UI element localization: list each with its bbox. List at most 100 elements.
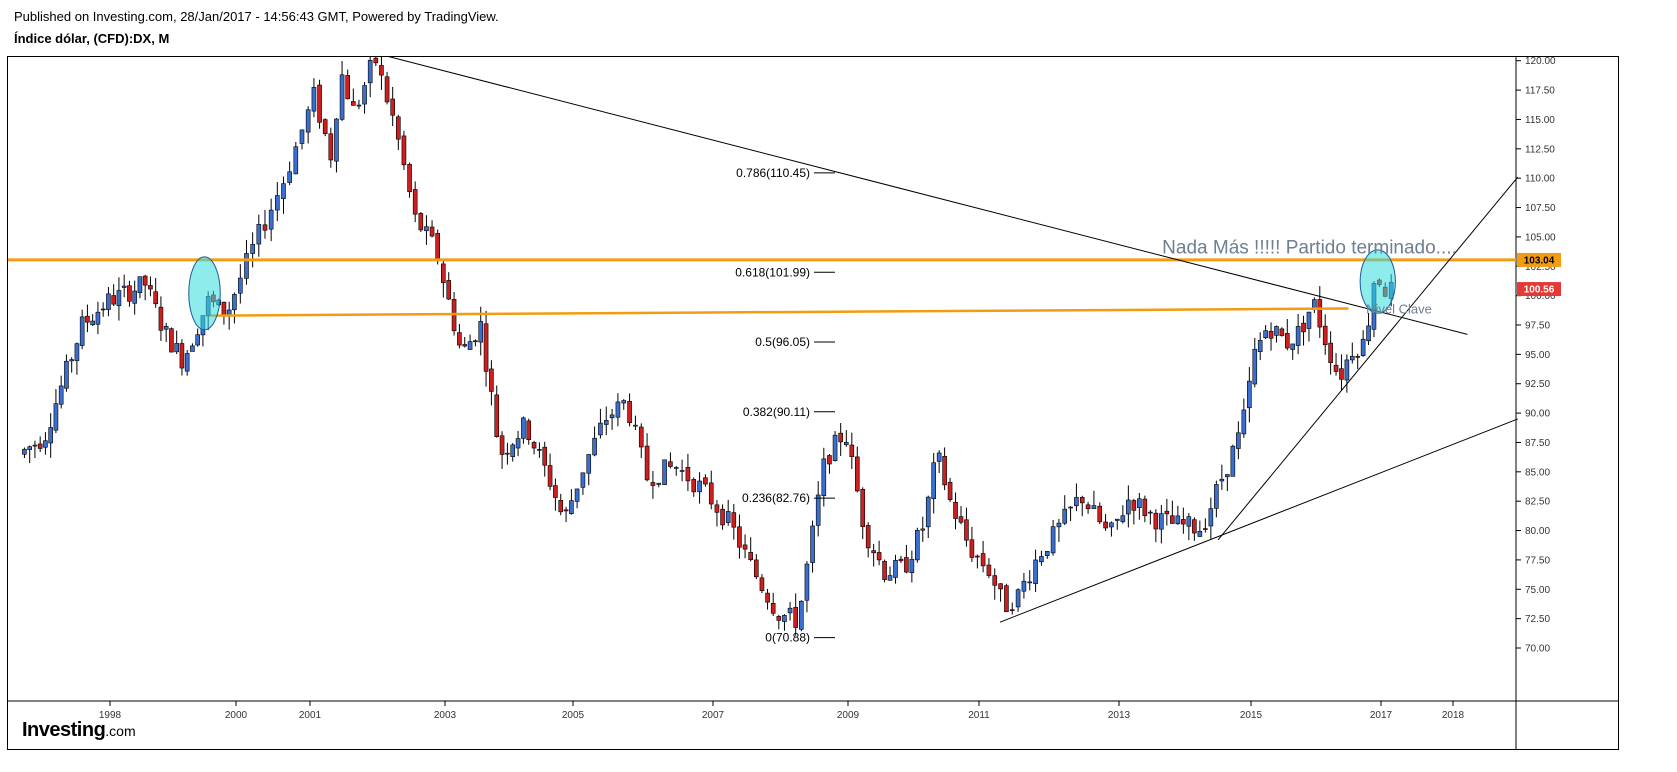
fib-level-label: 0.236(82.76): [742, 491, 810, 505]
candle-up: [515, 438, 521, 449]
candle-down: [1079, 497, 1085, 504]
y-tick-label: 100.00: [1525, 291, 1556, 302]
y-tick-label: 77.50: [1525, 555, 1550, 566]
candle-down: [526, 420, 532, 441]
candle-up: [1263, 330, 1268, 338]
candle-down: [714, 504, 720, 513]
chart-area[interactable]: 125.00122.50120.00117.50115.00112.50110.…: [7, 56, 1619, 750]
candle-up: [64, 360, 69, 389]
candle-down: [720, 508, 725, 526]
ellipse-2000: [188, 256, 221, 331]
candle-down: [685, 467, 691, 482]
candle-up: [268, 209, 274, 230]
candle-up: [1186, 516, 1192, 527]
candle-down: [262, 224, 268, 231]
candle-down: [1203, 528, 1208, 530]
candle-up: [95, 311, 101, 325]
candle-up: [580, 472, 586, 488]
y-tick-label: 92.50: [1525, 379, 1550, 390]
candle-up: [32, 444, 38, 447]
candle-down: [793, 606, 798, 628]
candle-up: [116, 290, 122, 307]
candle-up: [592, 437, 597, 456]
candle-up: [1091, 505, 1097, 509]
candle-up: [931, 462, 936, 499]
candle-down: [489, 368, 494, 392]
symbol-title: Índice dólar, (CFD):DX, M: [14, 31, 170, 46]
y-tick-label: 80.00: [1525, 526, 1550, 537]
candle-up: [1114, 518, 1120, 521]
candlestick-chart[interactable]: 125.00122.50120.00117.50115.00112.50110.…: [8, 57, 1618, 749]
candle-down: [401, 135, 407, 166]
candle-down: [668, 461, 673, 467]
x-tick-label: 2011: [968, 710, 990, 721]
candle-down: [992, 575, 998, 586]
price-badge-label: 103.04: [1524, 255, 1555, 266]
candle-down: [1170, 515, 1175, 524]
candle-up: [1044, 551, 1050, 556]
candle-down: [770, 603, 776, 614]
candle-up: [281, 183, 286, 199]
candle-down: [854, 456, 860, 492]
logo-brand: Investing: [22, 719, 106, 741]
candle-up: [1230, 445, 1236, 477]
candle-up: [174, 343, 179, 353]
candle-up: [521, 417, 526, 439]
y-tick-label: 85.00: [1525, 467, 1550, 478]
candle-down: [111, 295, 116, 305]
candle-down: [542, 446, 548, 466]
candle-up: [915, 529, 920, 561]
candle-down: [553, 485, 558, 498]
candle-up: [1056, 522, 1062, 528]
candle-up: [799, 600, 804, 630]
candle-up: [782, 614, 787, 622]
y-tick-label: 115.00: [1525, 115, 1555, 126]
candle-up: [232, 294, 237, 311]
candle-up: [569, 500, 574, 515]
candle-down: [37, 443, 43, 449]
candle-up: [256, 224, 262, 245]
candle-down: [396, 116, 401, 140]
logo-tld: .com: [105, 723, 136, 739]
y-tick-label: 112.50: [1525, 144, 1555, 155]
candle-down: [998, 583, 1003, 590]
candle-down: [100, 308, 106, 311]
candle-up: [1257, 340, 1263, 353]
candle-up: [163, 326, 169, 330]
candle-down: [986, 564, 992, 576]
candle-down: [373, 57, 379, 64]
candle-up: [1241, 409, 1247, 435]
candle-up: [621, 400, 627, 404]
candle-up: [1039, 556, 1044, 563]
candle-up: [238, 277, 243, 294]
candle-down: [158, 306, 164, 331]
candle-down: [429, 226, 435, 237]
x-tick-label: 2015: [1240, 710, 1263, 721]
candle-down: [1164, 510, 1170, 515]
candle-up: [190, 345, 195, 352]
candle-down: [1355, 356, 1361, 358]
ellipse-2017: [1359, 249, 1396, 314]
candle-down: [969, 539, 975, 558]
fib-level-label: 0.5(96.05): [755, 335, 810, 349]
candle-down: [153, 291, 158, 305]
candle-down: [384, 76, 390, 103]
candle-down: [221, 301, 227, 316]
candle-up: [250, 244, 255, 254]
candle-up: [887, 575, 893, 581]
candle-down: [537, 449, 542, 451]
x-tick-label: 2017: [1370, 710, 1393, 721]
support-line: [210, 307, 1349, 317]
x-tick-label: 2013: [1108, 710, 1131, 721]
candle-down: [142, 275, 148, 286]
y-tick-label: 110.00: [1525, 174, 1555, 185]
candle-down: [1085, 504, 1091, 510]
candle-up: [244, 253, 249, 279]
trendline-downtrend: [388, 57, 1468, 335]
candle-up: [299, 129, 305, 144]
candle-down: [838, 432, 843, 443]
candle-down: [328, 133, 334, 161]
candle-down: [882, 561, 887, 580]
price-badge: [1517, 282, 1561, 297]
candle-up: [615, 401, 621, 418]
